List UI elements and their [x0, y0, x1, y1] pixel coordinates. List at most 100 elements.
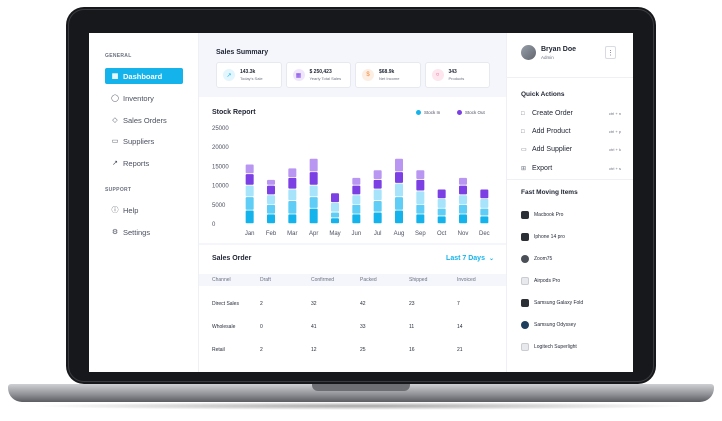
date-range-select[interactable]: Last 7 Days ⌄ — [446, 255, 494, 262]
product-name: Samsung Galaxy Fold — [534, 300, 584, 306]
card-value: $68.9k — [379, 69, 395, 75]
bar-segment[interactable] — [352, 185, 361, 195]
bar-segment[interactable] — [352, 195, 361, 204]
bar-segment[interactable] — [245, 197, 254, 210]
bar-segment[interactable] — [395, 210, 403, 224]
avatar[interactable] — [521, 45, 536, 60]
bar-segment[interactable] — [459, 185, 467, 195]
bar-segment[interactable] — [245, 174, 254, 185]
bar-segment[interactable] — [288, 177, 297, 189]
bar-segment[interactable] — [373, 179, 382, 189]
bar-segment[interactable] — [352, 204, 361, 214]
x-tick-label: Feb — [266, 231, 277, 237]
list-item[interactable]: Airpods Pro — [521, 277, 560, 285]
table-row[interactable]: Wholesale 0 41 33 11 14 — [199, 320, 506, 334]
sales-order-panel: Sales Order Last 7 Days ⌄ Channel Draft … — [199, 245, 506, 372]
bar-segment[interactable] — [480, 216, 489, 224]
bar-segment[interactable] — [395, 183, 403, 197]
bar-segment[interactable] — [437, 216, 446, 224]
more-options-button[interactable]: ⋮ — [605, 46, 616, 59]
bar-segment[interactable] — [331, 202, 339, 212]
bar-segment[interactable] — [480, 189, 489, 199]
bar-segment[interactable] — [459, 214, 467, 224]
x-tick-label: Jun — [351, 231, 361, 237]
quick-action-label: Export — [532, 165, 553, 172]
summary-card-today-sale[interactable]: ↗ 143.3k Today's Sale — [216, 62, 282, 88]
bar-segment[interactable] — [352, 214, 361, 224]
bar-segment[interactable] — [480, 199, 489, 208]
bar-segment[interactable] — [267, 185, 275, 195]
bar-segment[interactable] — [437, 199, 446, 208]
cell-shipped: 16 — [409, 347, 415, 353]
bar-segment[interactable] — [267, 179, 275, 185]
bar-segment[interactable] — [459, 195, 467, 204]
shortcut-label: ctrl + s — [609, 166, 621, 171]
quick-action-add-product[interactable]: □ Add Product ctrl + p — [521, 128, 621, 135]
list-item[interactable]: Macbook Pro — [521, 211, 563, 219]
bar-segment[interactable] — [288, 189, 297, 201]
summary-card-products[interactable]: ○ 343 Products — [424, 62, 490, 88]
sidebar-item-inventory[interactable]: ◯ Inventory — [105, 90, 183, 106]
table-row[interactable]: Retail 2 12 25 16 21 — [199, 343, 506, 357]
bar-segment[interactable] — [416, 170, 425, 180]
divider — [507, 77, 633, 78]
sidebar-item-reports[interactable]: ↗ Reports — [105, 155, 183, 171]
sidebar-item-sales-orders[interactable]: ◇ Sales Orders — [105, 112, 183, 128]
bar-segment[interactable] — [416, 204, 425, 214]
bar-segment[interactable] — [309, 197, 318, 208]
bar-segment[interactable] — [267, 204, 275, 214]
x-tick-label: Mar — [287, 231, 297, 237]
bar-segment[interactable] — [352, 177, 361, 185]
summary-card-net-income[interactable]: $ $68.9k Net Income — [355, 62, 421, 88]
sidebar-item-suppliers[interactable]: ▭ Suppliers — [105, 133, 183, 149]
y-tick-label: 20000 — [212, 145, 229, 151]
bar-segment[interactable] — [331, 212, 339, 218]
bar-segment[interactable] — [245, 164, 254, 174]
bar-segment[interactable] — [245, 185, 254, 197]
calendar-icon: ▦ — [292, 69, 305, 81]
bar-segment[interactable] — [373, 170, 382, 180]
bar-segment[interactable] — [331, 193, 339, 203]
bar-segment[interactable] — [373, 200, 382, 212]
bar-segment[interactable] — [309, 158, 318, 172]
shortcut-label: ctrl + k — [609, 147, 621, 152]
bar-segment[interactable] — [288, 168, 297, 178]
bar-segment[interactable] — [373, 189, 382, 201]
x-tick-label: Aug — [394, 231, 405, 237]
bar-segment[interactable] — [331, 218, 339, 224]
bar-segment[interactable] — [480, 208, 489, 216]
quick-action-create-order[interactable]: □ Create Order ctrl + n — [521, 110, 621, 117]
dashboard-screen: GENERAL ▦ Dashboard ◯ Inventory ◇ Sales … — [89, 33, 633, 372]
bar-segment[interactable] — [309, 208, 318, 224]
bar-segment[interactable] — [373, 212, 382, 224]
bar-segment[interactable] — [267, 195, 275, 204]
sidebar-item-settings[interactable]: ⚙ Settings — [105, 224, 183, 240]
bar-segment[interactable] — [395, 158, 403, 172]
list-item[interactable]: Logitech Superlight — [521, 343, 577, 351]
bar-segment[interactable] — [288, 214, 297, 224]
bar-segment[interactable] — [245, 210, 254, 224]
quick-action-export[interactable]: ⊞ Export ctrl + s — [521, 165, 621, 172]
table-row[interactable]: Direct Sales 2 32 42 23 7 — [199, 297, 506, 311]
bar-segment[interactable] — [395, 172, 403, 183]
bar-segment[interactable] — [437, 208, 446, 216]
bar-segment[interactable] — [309, 172, 318, 185]
bar-segment[interactable] — [459, 177, 467, 185]
list-item[interactable]: Zoom75 — [521, 255, 552, 263]
list-item[interactable]: Iphone 14 pro — [521, 233, 565, 241]
list-item[interactable]: Samsung Odyssey — [521, 321, 576, 329]
bar-segment[interactable] — [416, 179, 425, 191]
list-item[interactable]: Samsung Galaxy Fold — [521, 299, 583, 307]
summary-card-yearly-sales[interactable]: ▦ $ 250,423 Yearly Total Sales — [285, 62, 351, 88]
bar-segment[interactable] — [416, 214, 425, 224]
bar-segment[interactable] — [309, 185, 318, 197]
bar-segment[interactable] — [459, 204, 467, 214]
bar-segment[interactable] — [395, 197, 403, 210]
bar-segment[interactable] — [267, 214, 275, 224]
bar-segment[interactable] — [437, 189, 446, 199]
sidebar-item-help[interactable]: ⓘ Help — [105, 202, 183, 218]
quick-action-add-supplier[interactable]: ▭ Add Supplier ctrl + k — [521, 146, 621, 153]
bar-segment[interactable] — [416, 191, 425, 204]
bar-segment[interactable] — [288, 200, 297, 214]
sidebar-item-dashboard[interactable]: ▦ Dashboard — [105, 68, 183, 84]
